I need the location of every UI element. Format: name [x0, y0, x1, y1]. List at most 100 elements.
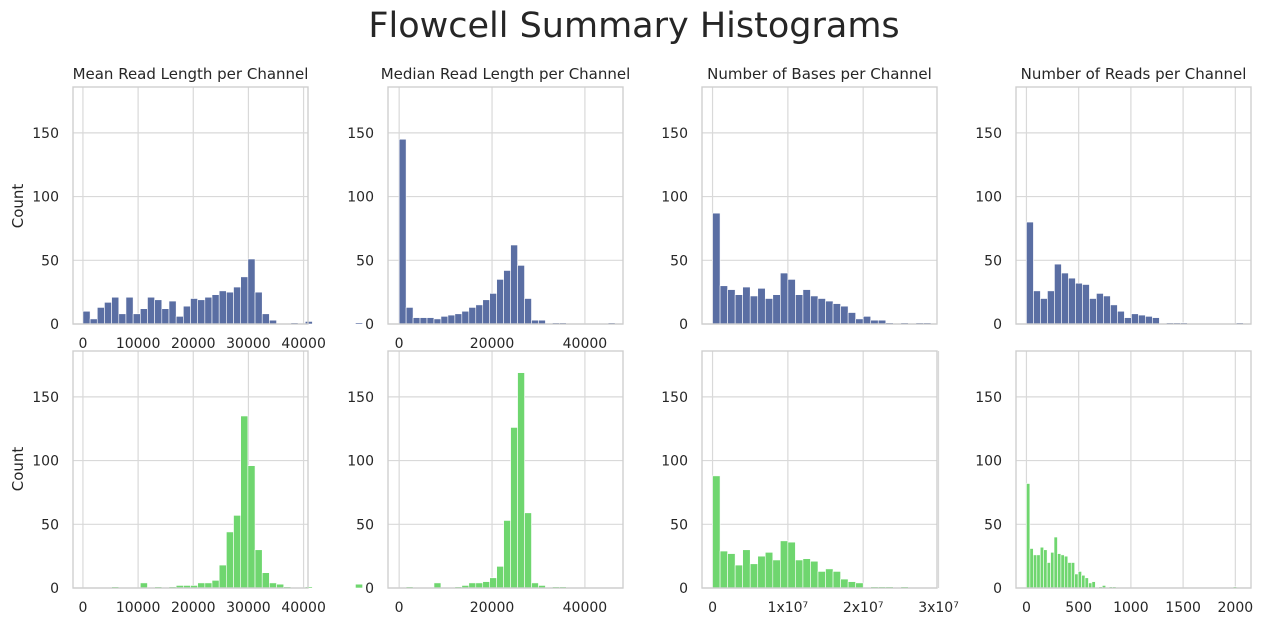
y-tick-label: 100	[975, 454, 1002, 470]
histogram-bar	[734, 564, 743, 589]
histogram-bar	[454, 313, 463, 325]
x-tick-label: 0	[78, 336, 87, 352]
histogram-bar	[817, 571, 826, 589]
histogram-bar	[489, 577, 497, 589]
histogram-bar	[1033, 290, 1041, 325]
x-tick-label: 0	[1022, 600, 1031, 616]
histogram-bar	[204, 582, 213, 589]
histogram-bar	[426, 317, 435, 325]
histogram-bar	[482, 581, 491, 589]
histogram-bar	[1039, 546, 1044, 589]
histogram-bar	[89, 318, 98, 325]
histogram-bar	[355, 583, 363, 589]
histogram-bar	[780, 272, 789, 325]
histogram-bar	[1043, 549, 1048, 589]
histogram-bar	[749, 295, 759, 325]
histogram-bar	[1033, 554, 1038, 589]
histogram-bar	[496, 566, 504, 589]
histogram-bar	[489, 293, 497, 325]
histogram-bar	[531, 582, 539, 589]
x-tick-label: 1000	[1113, 600, 1149, 616]
histogram-bar	[1124, 317, 1132, 325]
histogram-panel: Median Read Length per Channel 0 50 100 150 0…	[347, 65, 630, 352]
histogram-bar	[847, 581, 856, 589]
histogram-bar	[764, 298, 774, 325]
histogram-bar	[197, 582, 206, 589]
y-tick-label: 150	[661, 390, 688, 406]
histogram-bar	[140, 582, 148, 589]
histogram-bar	[82, 310, 91, 325]
y-tick-label: 50	[984, 253, 1002, 269]
y-tick-label: 50	[356, 253, 374, 269]
histogram-bar	[1053, 536, 1058, 589]
y-tick-label: 0	[679, 317, 688, 333]
axes-frame	[701, 350, 938, 589]
histogram-panel: 0 50 100 150 0 10000 20000 30000 40000	[32, 350, 363, 616]
x-tick-label: 20000	[470, 600, 515, 616]
y-tick-label: 100	[32, 190, 59, 206]
histogram-bar	[1026, 221, 1034, 325]
y-tick-label: 100	[975, 190, 1002, 206]
histogram-bar	[461, 310, 470, 325]
histogram-bar	[862, 316, 872, 325]
histogram-bar	[1131, 313, 1139, 325]
histogram-bar	[832, 571, 841, 589]
histogram-bar	[810, 295, 819, 325]
histogram-bar	[772, 559, 781, 589]
histogram-bar	[304, 321, 313, 325]
histogram-bar	[727, 289, 736, 325]
y-tick-label: 0	[365, 317, 374, 333]
histogram-bar	[247, 258, 256, 325]
histogram-panel: Mean Read Length per Channel 0 50 100 150 0 10…	[32, 65, 363, 352]
histogram-bar	[197, 299, 206, 325]
histogram-bar	[125, 296, 134, 325]
histogram-bar	[840, 305, 849, 325]
histogram-bar	[1057, 553, 1062, 589]
y-tick-label: 0	[50, 317, 59, 333]
histogram-bar	[757, 555, 766, 589]
histogram-bar	[147, 296, 155, 325]
histogram-bar	[503, 270, 511, 325]
x-tick-label: 2x10⁷	[843, 600, 884, 616]
histogram-bar	[254, 549, 263, 589]
histogram-bar	[218, 564, 227, 589]
histogram-bar	[447, 314, 456, 325]
panel-title: Mean Read Length per Channel	[73, 65, 309, 83]
histogram-bar	[261, 313, 270, 325]
histogram-bar	[1060, 554, 1065, 589]
histogram-bar	[140, 308, 148, 325]
x-tick-label: 30000	[226, 600, 271, 616]
histogram-bar	[817, 298, 826, 325]
histogram-bar	[1084, 577, 1089, 589]
row1-ylabel: Count	[9, 184, 27, 229]
histogram-bar	[211, 580, 220, 589]
histogram-bar	[161, 308, 170, 325]
y-tick-label: 0	[365, 581, 374, 597]
histogram-bar	[840, 578, 849, 589]
histogram-bar	[734, 294, 743, 325]
histogram-bar	[1068, 277, 1076, 325]
histogram-bar	[233, 515, 241, 589]
histogram-bar	[1075, 282, 1083, 325]
x-tick-label: 2000	[1218, 600, 1254, 616]
histogram-bar	[780, 540, 789, 589]
y-tick-label: 150	[347, 126, 374, 142]
histogram-bar	[1096, 293, 1104, 325]
histogram-bar	[240, 415, 249, 589]
x-tick-label: 10000	[116, 600, 161, 616]
y-tick-label: 50	[670, 517, 688, 533]
histogram-bar	[757, 288, 766, 325]
row2-ylabel: Count	[9, 447, 27, 492]
y-tick-label: 150	[347, 390, 374, 406]
histogram-bar	[226, 531, 234, 589]
histogram-bar	[749, 563, 759, 589]
y-tick-label: 150	[32, 126, 59, 142]
histogram-bar	[412, 317, 421, 325]
histogram-bar	[1145, 316, 1153, 325]
histogram-bar	[269, 582, 277, 589]
histogram-bar	[240, 276, 249, 325]
axes-frame	[1015, 86, 1252, 325]
histogram-bar	[398, 138, 407, 325]
histogram-bar	[261, 572, 270, 589]
y-tick-label: 150	[661, 126, 688, 142]
